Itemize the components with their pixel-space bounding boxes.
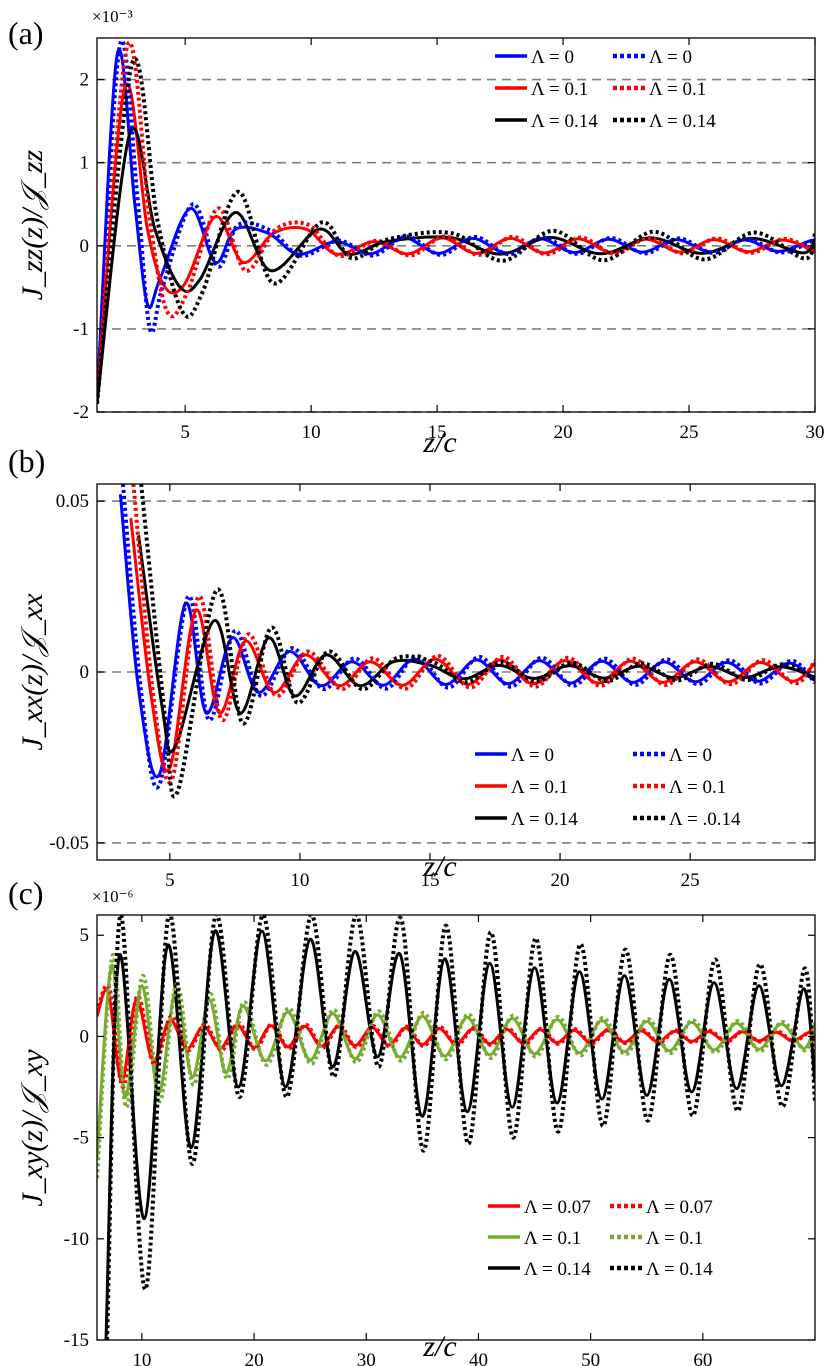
series-line-2 (137, 535, 815, 754)
legend-label: Λ = 0 (669, 745, 712, 766)
panel-c: 10 20 30 40 50 60 -15 -10 -5 0 5 (c) J_xy(z)/𝒥_xy z/c… (8, 875, 816, 1366)
legend-label: Λ = 0.07 (646, 1197, 713, 1218)
x-axis-label: z/c (422, 850, 456, 883)
x-tick-label: 5 (165, 870, 175, 891)
y-tick-label: -2 (73, 402, 89, 423)
series-line-5 (105, 915, 815, 1340)
legend-label: Λ = 0.14 (511, 809, 578, 830)
legend-label: Λ = 0.14 (646, 1259, 713, 1280)
x-axis-label: z/c (422, 426, 456, 459)
y-tick-label: -0.05 (49, 833, 89, 854)
y-axis-label: J_xx(z)/𝒥_xx (16, 593, 49, 751)
series-line-5 (97, 57, 815, 404)
legend-label: Λ = 0 (531, 47, 574, 68)
legend-label: Λ = 0.1 (531, 79, 588, 100)
y-tick-label: -1 (73, 319, 89, 340)
legend-label: Λ = .0.14 (669, 809, 741, 830)
y-tick-label: 1 (80, 153, 90, 174)
series-line-4 (97, 953, 815, 1179)
y-axis-label: J_xy(z)/𝒥_xy (16, 1049, 49, 1207)
y-tick-label: 2 (80, 70, 90, 91)
x-tick-label: 20 (245, 1350, 264, 1366)
y-axis-label: J_zz(z)/𝒥_zz (16, 149, 49, 300)
legend: Λ = 0 Λ = 0.1 Λ = 0.14 Λ = 0 Λ = 0.1 Λ = 0.14 (495, 47, 716, 132)
y-tick-label: 0 (80, 236, 90, 257)
panel-b: 5 10 15 20 25 -0.05 0 0.05 (b) J_xx(z)/𝒥_xx z/c Λ =… (8, 443, 816, 891)
y-tick-label: 5 (80, 925, 90, 946)
x-tick-label: 30 (806, 422, 825, 443)
series-line-4 (131, 484, 815, 784)
x-tick-label: 15 (428, 422, 447, 443)
y-tick-label: 0.05 (56, 491, 89, 512)
axes-frame (96, 914, 816, 1341)
panel-letter: (b) (8, 443, 45, 479)
axes-frame (96, 37, 816, 413)
legend: Λ = 0 Λ = 0.1 Λ = 0.14 Λ = 0 Λ = 0.1 Λ = .0.1… (475, 745, 741, 830)
series-line-4 (97, 40, 815, 404)
legend-label: Λ = 0.07 (524, 1197, 591, 1218)
legend-label: Λ = 0.14 (531, 111, 598, 132)
x-tick-label: 10 (290, 870, 309, 891)
x-tick-label: 15 (420, 870, 439, 891)
panel-letter: (a) (8, 15, 44, 51)
series-line-0 (97, 48, 815, 404)
x-tick-label: 20 (551, 870, 570, 891)
y-tick-label: -10 (64, 1229, 89, 1250)
legend: Λ = 0.07 Λ = 0.1 Λ = 0.14 Λ = 0.07 Λ = 0.1 Λ … (488, 1197, 713, 1280)
legend-label: Λ = 0 (511, 745, 554, 766)
legend-label: Λ = 0.14 (649, 111, 716, 132)
series-line-3 (121, 484, 815, 790)
y-tick-label: -5 (73, 1128, 89, 1149)
legend-label: Λ = 0.1 (646, 1228, 703, 1249)
legend-label: Λ = 0.1 (524, 1228, 581, 1249)
y-multiplier: ×10⁻⁶ (92, 887, 134, 906)
plot-area (97, 915, 815, 1340)
plot-area (97, 38, 815, 412)
x-tick-label: 5 (180, 422, 190, 443)
series-line-3 (97, 983, 815, 1090)
series-line-5 (139, 484, 815, 799)
y-tick-label: 0 (80, 662, 90, 683)
legend-label: Λ = 0.1 (649, 79, 706, 100)
x-axis-label: z/c (422, 1330, 456, 1363)
x-tick-label: 25 (681, 870, 700, 891)
x-tick-label: 10 (302, 422, 321, 443)
legend-label: Λ = 0.14 (524, 1259, 591, 1280)
x-tick-label: 20 (554, 422, 573, 443)
x-tick-label: 10 (132, 1350, 151, 1366)
series-line-1 (97, 82, 815, 404)
legend-label: Λ = 0.1 (669, 777, 726, 798)
legend-label: Λ = 0 (649, 47, 692, 68)
series-group (97, 915, 815, 1340)
legend-label: Λ = 0.1 (511, 777, 568, 798)
y-tick-label: -15 (64, 1330, 89, 1351)
x-tick-label: 40 (469, 1350, 488, 1366)
x-tick-label: 50 (581, 1350, 600, 1366)
x-tick-label: 30 (357, 1350, 376, 1366)
x-tick-label: 60 (693, 1350, 712, 1366)
panel-letter: (c) (8, 875, 44, 911)
y-multiplier: ×10⁻³ (92, 7, 133, 26)
panel-a: 5 10 15 20 25 30 -2 -1 0 1 2 (a) J_zz(z)/𝒥_zz z/c ×10⁻… (8, 7, 825, 459)
x-tick-label: 25 (680, 422, 699, 443)
series-group (118, 484, 815, 799)
series-group (97, 38, 815, 404)
y-tick-label: 0 (80, 1026, 90, 1047)
